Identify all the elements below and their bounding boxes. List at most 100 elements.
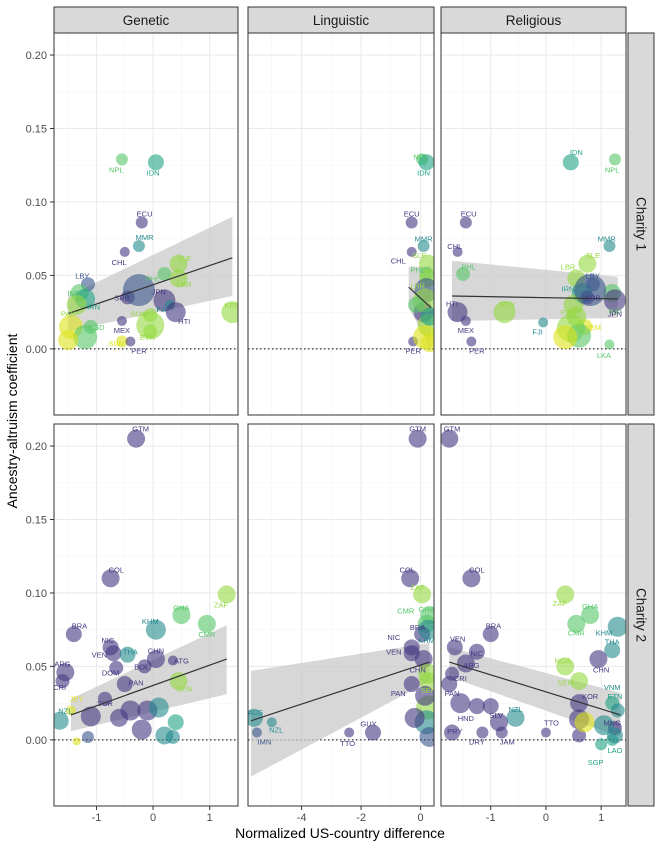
point-label: JPN bbox=[152, 288, 166, 297]
facet-panel: IDN NPL ECU MMR CHL PHL SLE LBR LBY IRN SRB HTI KEN P… bbox=[440, 32, 627, 416]
regression-line bbox=[408, 286, 432, 309]
point-label: MEX bbox=[114, 326, 130, 335]
data-point bbox=[148, 697, 169, 718]
point-label: SGP bbox=[588, 758, 604, 767]
y-tick-label: 0.10 bbox=[26, 197, 47, 209]
point-label: PHL bbox=[410, 266, 425, 275]
data-point bbox=[404, 707, 425, 728]
panel-border bbox=[53, 32, 239, 416]
point-label: BRA bbox=[486, 621, 501, 630]
point-label: DRY bbox=[469, 737, 485, 746]
point-label: SRB bbox=[585, 293, 600, 302]
panel-body: GTM COL ZAF GHA CMR KHM BRA VEN NIC THA ARG CRI NGA C… bbox=[441, 424, 626, 767]
data-point bbox=[401, 569, 420, 588]
gridlines bbox=[248, 424, 434, 806]
point-label: KEN bbox=[225, 301, 240, 310]
point-label: PER bbox=[405, 346, 421, 355]
data-point bbox=[72, 737, 81, 746]
y-tick-label: 0.15 bbox=[26, 124, 47, 136]
data-point bbox=[136, 311, 165, 340]
data-point bbox=[562, 154, 579, 171]
data-point bbox=[506, 708, 525, 727]
data-point bbox=[135, 216, 148, 229]
data-point bbox=[566, 306, 587, 327]
point-label: GHA bbox=[173, 604, 189, 613]
data-point bbox=[251, 727, 262, 738]
x-tick-label: 1 bbox=[207, 812, 213, 824]
point-label: PHL bbox=[461, 263, 476, 272]
data-point bbox=[538, 317, 549, 328]
data-point bbox=[364, 724, 381, 741]
data-point bbox=[553, 325, 578, 350]
x-axis-title: Normalized US-country difference bbox=[235, 825, 445, 841]
point-label: PAN bbox=[391, 689, 406, 698]
point-label: CHL bbox=[391, 257, 406, 266]
data-point bbox=[452, 246, 463, 257]
point-label: FJI bbox=[532, 327, 542, 336]
point-label: SRB bbox=[114, 293, 129, 302]
point-label: SLE bbox=[586, 251, 600, 260]
point-label: COL bbox=[469, 565, 484, 574]
point-label: THA bbox=[605, 637, 620, 646]
data-point bbox=[116, 676, 133, 693]
data-point bbox=[169, 672, 188, 691]
data-point bbox=[540, 727, 551, 738]
point-label: SEN bbox=[558, 679, 573, 688]
point-label: NZL bbox=[269, 726, 283, 735]
data-point bbox=[132, 240, 145, 253]
point-label: HTI bbox=[178, 317, 190, 326]
data-point bbox=[408, 429, 427, 448]
data-point bbox=[607, 616, 626, 637]
point-label: CMR bbox=[397, 607, 415, 616]
facet-strip-column bbox=[53, 6, 239, 34]
data-point bbox=[115, 153, 128, 166]
point-label: BOL bbox=[134, 662, 149, 671]
data-point bbox=[119, 646, 136, 663]
point-label: IDN bbox=[570, 148, 583, 157]
point-label: NPL bbox=[605, 166, 620, 175]
data-point bbox=[109, 660, 124, 675]
point-label: CHN bbox=[410, 665, 426, 674]
regression-line bbox=[67, 257, 233, 315]
point-label: VEN bbox=[386, 648, 401, 657]
point-label: ECU bbox=[137, 210, 153, 219]
point-label: MMR bbox=[415, 235, 433, 244]
point-label: COL bbox=[109, 565, 124, 574]
x-tick-label: 0 bbox=[543, 812, 549, 824]
data-point bbox=[169, 254, 188, 273]
point-label: FJI bbox=[156, 305, 166, 314]
point-label: CRI bbox=[454, 674, 467, 683]
point-label: IDN bbox=[147, 169, 160, 178]
data-point bbox=[468, 698, 485, 715]
regression-line bbox=[449, 661, 621, 716]
facet-panel: GTM COL ZAF GHA KHM CMR BRA NIC VEN THA CHN ATG ARG C… bbox=[53, 423, 239, 824]
point-label: ZAF bbox=[214, 601, 229, 610]
y-tick-label: 0.05 bbox=[26, 661, 47, 673]
data-point bbox=[581, 606, 600, 624]
data-point bbox=[468, 643, 485, 660]
data-point bbox=[450, 693, 471, 714]
point-label: VEN bbox=[92, 651, 107, 660]
data-point bbox=[55, 674, 70, 689]
point-label: CMR bbox=[198, 630, 216, 639]
panel-border bbox=[247, 423, 435, 807]
point-label: ARG bbox=[54, 659, 70, 668]
point-label: BGD bbox=[88, 323, 105, 332]
point-label: ETN bbox=[607, 692, 622, 701]
data-point bbox=[221, 301, 238, 324]
point-label: THA bbox=[123, 648, 138, 657]
point-label: GTM bbox=[132, 424, 149, 433]
point-label: JEY bbox=[70, 695, 84, 704]
point-label: CHL bbox=[447, 242, 462, 251]
gridlines bbox=[54, 424, 238, 806]
point-label: ATG bbox=[174, 657, 189, 666]
point-label: MMR bbox=[136, 233, 154, 242]
point-label: KOR bbox=[582, 692, 599, 701]
data-point bbox=[54, 711, 69, 730]
point-label: SEN bbox=[177, 684, 192, 693]
data-point bbox=[489, 713, 508, 732]
point-label: YEM bbox=[585, 323, 601, 332]
x-tick-label: -4 bbox=[297, 812, 307, 824]
